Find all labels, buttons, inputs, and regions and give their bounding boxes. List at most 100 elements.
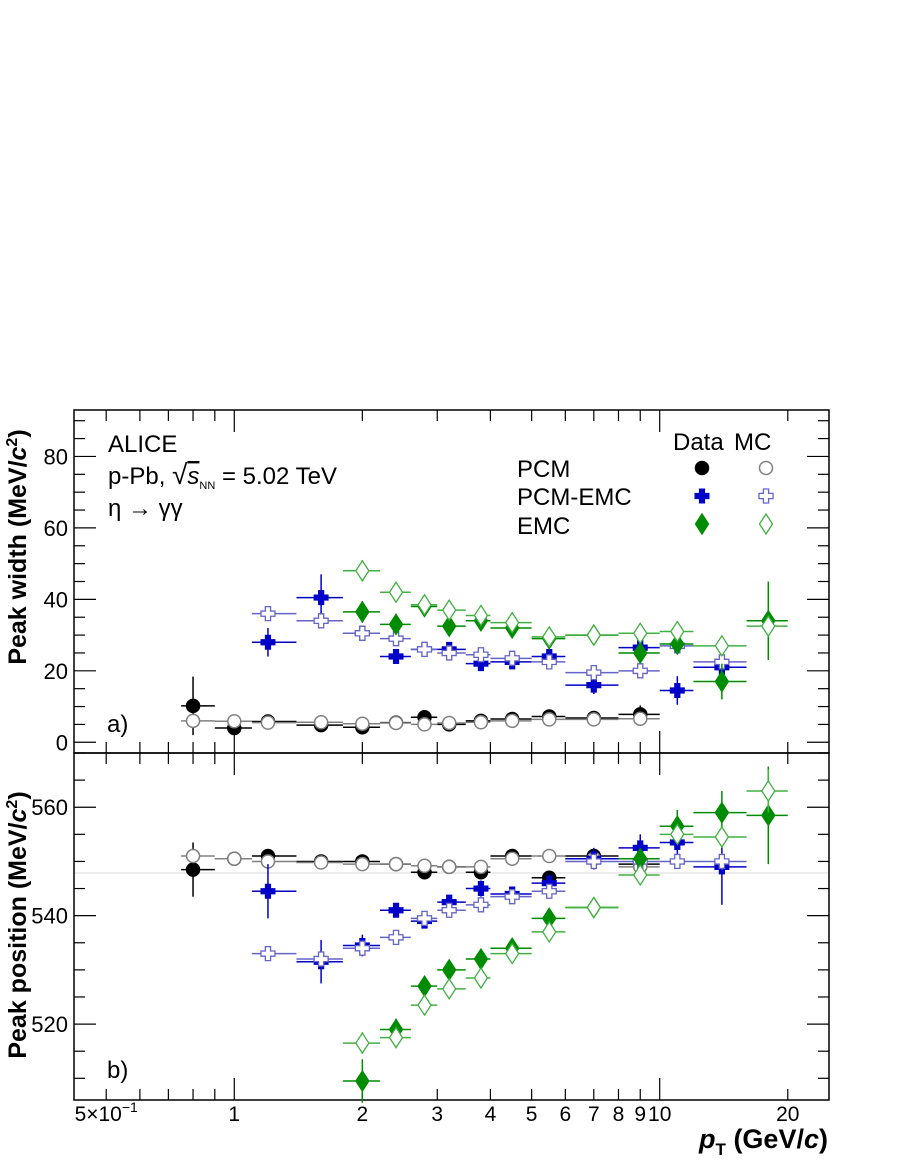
panel-b-peak-position: 520 540 560 xyxy=(31,752,830,1103)
data-point xyxy=(504,713,520,729)
series-emc-mc-a xyxy=(342,559,788,658)
data-point xyxy=(586,853,602,870)
legend-label-pcm-emc: PCM-EMC xyxy=(517,484,632,511)
data-point xyxy=(441,902,457,918)
legend-marker-pcmemc-data xyxy=(694,488,710,504)
legend-label-emc: EMC xyxy=(517,513,570,540)
data-point xyxy=(714,825,730,849)
y-axis-label-peak-position: Peak position (MeV/c2) xyxy=(4,791,32,1058)
data-point xyxy=(313,715,329,730)
data-point xyxy=(355,600,370,624)
data-point xyxy=(388,631,404,647)
x-tick-label: 5 xyxy=(526,1103,538,1126)
legend: Data MC PCM PCM-EMC EMC xyxy=(517,429,774,540)
legend-label-pcm: PCM xyxy=(517,456,570,483)
y-axis-label-peak-width: Peak width (MeV/c2) xyxy=(4,429,32,664)
data-point xyxy=(632,641,648,665)
data-point xyxy=(388,856,404,872)
decay-label: η → γγ xyxy=(108,495,183,522)
data-point xyxy=(670,823,685,846)
data-point xyxy=(586,896,602,919)
data-point xyxy=(441,859,457,875)
data-point xyxy=(473,947,489,971)
data-point xyxy=(473,897,489,913)
data-point xyxy=(632,622,648,645)
x-tick-label: 2 xyxy=(357,1103,369,1126)
y-tick-label: 540 xyxy=(31,904,68,929)
data-point xyxy=(714,654,730,670)
data-point xyxy=(388,715,404,731)
x-tick-label: 10 xyxy=(648,1103,671,1126)
series-pcmemc-data-a xyxy=(251,574,747,705)
data-point xyxy=(541,654,557,670)
data-point xyxy=(260,634,276,650)
data-point xyxy=(313,590,329,606)
legend-header-mc: MC xyxy=(734,429,771,456)
data-point xyxy=(441,977,457,1001)
data-point xyxy=(714,801,730,824)
data-point xyxy=(541,848,557,864)
data-point xyxy=(473,966,489,990)
data-point xyxy=(670,620,685,643)
series-emc-data-b xyxy=(342,766,788,1103)
y-tick-label: 60 xyxy=(44,516,68,541)
data-point xyxy=(417,974,432,998)
series-pcmemc-mc-b xyxy=(251,853,747,967)
data-point xyxy=(388,929,404,945)
data-point xyxy=(669,682,685,698)
data-point xyxy=(388,1026,404,1049)
data-point xyxy=(355,856,370,872)
data-point xyxy=(355,559,370,582)
legend-marker-emc-mc xyxy=(758,512,774,536)
data-point xyxy=(388,613,404,636)
data-point xyxy=(185,848,201,864)
data-point xyxy=(354,940,370,956)
x-tick-label: 4 xyxy=(485,1103,497,1126)
data-point xyxy=(441,598,457,622)
data-point xyxy=(388,902,404,918)
x-tick-label: 7 xyxy=(588,1103,600,1126)
data-point xyxy=(417,858,432,874)
data-point xyxy=(586,664,602,681)
data-point xyxy=(260,883,276,899)
data-point xyxy=(388,649,404,665)
data-point xyxy=(670,632,685,656)
data-point xyxy=(504,889,520,905)
data-point xyxy=(441,715,457,731)
legend-marker-pcm-data xyxy=(694,460,710,476)
series-pcm-mc-a xyxy=(181,711,660,732)
y-tick-label: 520 xyxy=(31,1012,68,1037)
data-point xyxy=(632,711,648,726)
y-tick-label: 20 xyxy=(44,659,68,684)
data-point xyxy=(586,677,602,693)
data-point xyxy=(441,958,457,982)
data-point xyxy=(260,606,276,622)
data-point xyxy=(761,804,776,827)
panel-label-b: b) xyxy=(107,1057,128,1084)
x-tick-label: 6 xyxy=(559,1103,571,1126)
data-point xyxy=(185,698,201,714)
panel-frame-b xyxy=(73,752,830,1101)
legend-marker-pcm-mc xyxy=(758,460,774,476)
data-point xyxy=(313,951,329,967)
data-point xyxy=(355,1069,370,1093)
data-point xyxy=(586,623,602,647)
data-point xyxy=(714,853,730,870)
data-point xyxy=(416,910,433,927)
data-point xyxy=(355,716,370,731)
data-point xyxy=(227,713,242,729)
series-emc-mc-b xyxy=(342,769,788,1055)
data-point xyxy=(761,779,776,803)
data-point xyxy=(541,625,557,649)
data-point xyxy=(473,715,489,730)
data-point xyxy=(417,593,432,616)
system-label: p-Pb, √sNN = 5.02 TeV xyxy=(108,459,337,492)
panel-a-peak-width: 0 20 40 60 80 xyxy=(44,409,830,755)
data-point xyxy=(313,855,329,870)
data-point xyxy=(473,881,489,897)
data-point xyxy=(227,851,242,866)
data-point xyxy=(354,625,370,641)
data-point xyxy=(541,920,557,944)
data-point xyxy=(473,647,489,663)
legend-marker-emc-data xyxy=(694,512,710,536)
